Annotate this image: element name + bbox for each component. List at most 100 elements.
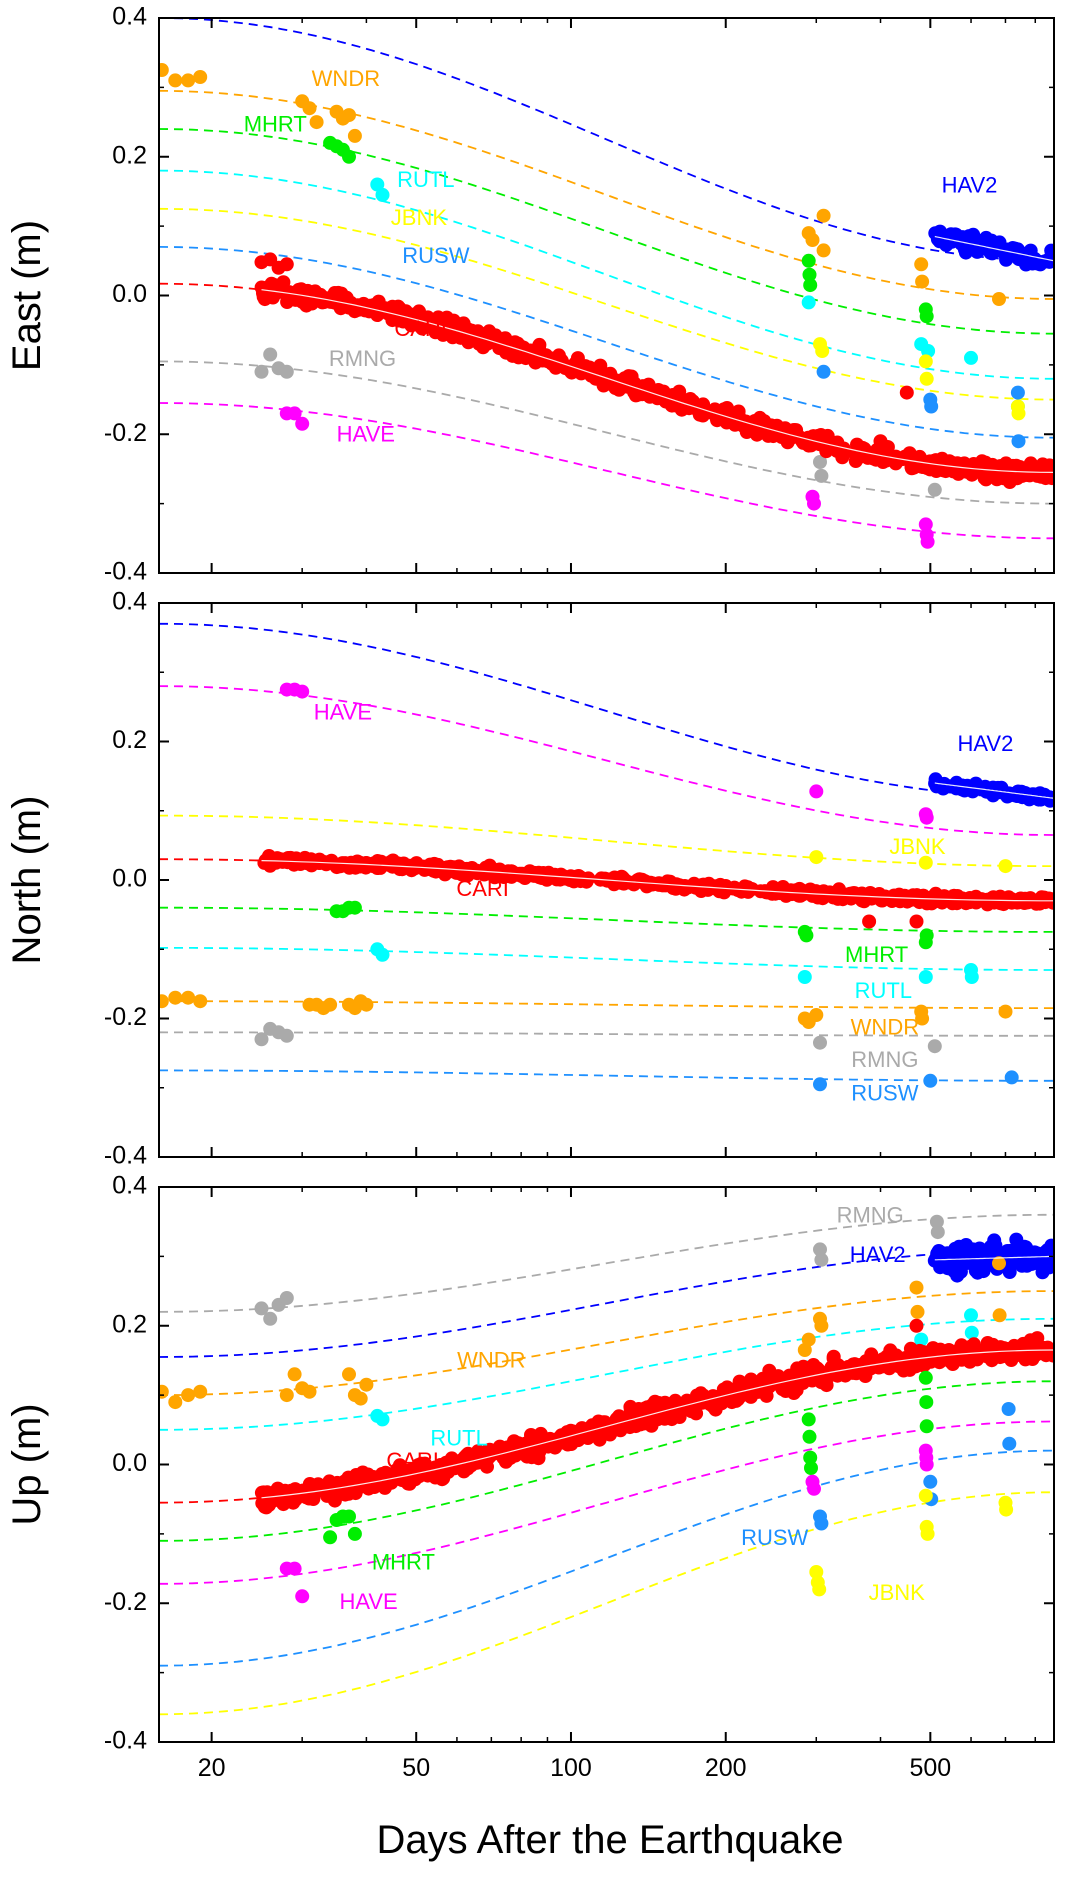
fit-trace-cari	[261, 860, 1054, 902]
data-point-cari	[514, 867, 529, 882]
data-point-rutl	[370, 177, 385, 192]
data-point-cari	[288, 1492, 303, 1507]
data-point-hav2	[1025, 787, 1040, 802]
data-point-cari	[398, 304, 413, 319]
data-point-wndr	[801, 1332, 816, 1347]
series-jbnk	[813, 337, 1026, 421]
data-point-cari	[1006, 465, 1021, 480]
data-point-wndr	[181, 1388, 196, 1403]
data-point-cari	[445, 330, 460, 345]
data-point-mhrt	[802, 267, 817, 282]
data-point-rutl	[375, 1412, 390, 1427]
model-curve-hav2	[159, 18, 1054, 262]
data-point-wndr	[302, 1384, 317, 1399]
data-point-cari	[279, 257, 294, 272]
data-point-hav2	[980, 1249, 995, 1264]
data-point-have	[287, 1561, 302, 1576]
station-label-rmng: RMNG	[837, 1203, 904, 1228]
model-curve-rmng	[159, 1213, 1054, 1313]
data-point-cari	[575, 364, 590, 378]
data-point-cari	[508, 335, 522, 350]
data-point-cari	[909, 914, 924, 929]
x-tick-label: 200	[705, 1754, 747, 1782]
data-point-rutl	[964, 970, 979, 984]
data-point-cari	[596, 1422, 611, 1437]
data-point-have	[807, 496, 821, 511]
data-point-cari	[780, 435, 795, 450]
data-point-wndr	[914, 257, 929, 272]
data-point-jbnk	[812, 1582, 827, 1597]
data-point-mhrt	[799, 928, 814, 943]
data-point-cari	[822, 885, 837, 900]
data-point-have	[807, 1481, 821, 1496]
data-point-cari	[778, 421, 793, 436]
data-point-have	[295, 684, 310, 699]
data-point-have	[287, 406, 302, 421]
data-point-cari	[602, 368, 617, 383]
data-point-wndr	[181, 73, 196, 88]
data-point-cari	[829, 1357, 844, 1372]
data-point-hav2	[956, 1257, 971, 1272]
data-point-cari	[506, 346, 521, 361]
model-curve-rusw	[159, 1449, 1054, 1667]
data-point-rutl	[801, 295, 816, 310]
data-point-cari	[919, 458, 934, 473]
data-point-mhrt	[804, 1461, 818, 1475]
data-point-cari	[468, 331, 483, 346]
data-point-rutl	[964, 350, 978, 365]
series-rusw	[816, 364, 1026, 449]
data-point-wndr	[910, 1304, 925, 1319]
data-point-rmng	[279, 1291, 294, 1305]
data-point-cari	[485, 861, 500, 876]
data-point-wndr	[279, 1388, 294, 1403]
data-point-mhrt	[802, 1429, 817, 1444]
data-point-rmng	[929, 1214, 944, 1229]
data-point-rmng	[254, 1301, 269, 1316]
data-point-cari	[959, 464, 974, 479]
data-point-wndr	[287, 1367, 302, 1382]
data-point-rusw	[814, 1516, 829, 1531]
data-point-wndr	[342, 108, 356, 123]
data-point-cari	[843, 886, 858, 901]
data-point-cari	[336, 294, 351, 309]
data-point-rmng	[930, 1225, 945, 1240]
data-point-cari	[850, 437, 864, 452]
data-point-cari	[676, 398, 691, 413]
series-wndr	[159, 990, 1013, 1029]
data-point-jbnk	[998, 859, 1013, 874]
data-point-wndr	[168, 990, 183, 1005]
data-point-mhrt	[919, 1419, 934, 1434]
y-tick-label: 0.2	[112, 141, 147, 169]
data-point-rusw	[924, 399, 939, 414]
station-label-wndr: WNDR	[457, 1348, 525, 1373]
panel-north: HAVE HAV2 JBNK CARI MHRT RUTL WNDR RMNG RUSW 0.4 0…	[5, 588, 1055, 1170]
data-point-wndr	[181, 990, 196, 1005]
data-point-wndr	[342, 1367, 356, 1382]
data-point-mhrt	[919, 928, 934, 943]
data-point-have	[809, 784, 824, 799]
data-point-cari	[625, 1411, 640, 1426]
y-tick-label: 0.4	[112, 1172, 147, 1200]
series-rmng	[254, 1214, 945, 1326]
data-point-rusw	[813, 1077, 827, 1092]
y-tick-label: -0.2	[104, 419, 147, 447]
data-point-cari	[710, 413, 725, 428]
series-mhrt	[323, 135, 934, 324]
model-curve-hav2	[159, 622, 1054, 800]
y-tick-label: 0.4	[112, 3, 147, 31]
data-point-rmng	[813, 1242, 827, 1257]
model-curve-hav2	[159, 1248, 1054, 1358]
station-label-cari: CARI	[456, 876, 509, 901]
data-point-cari	[761, 428, 776, 443]
station-label-have: HAVE	[339, 1589, 397, 1614]
data-point-cari	[312, 852, 327, 867]
data-point-cari	[762, 1363, 777, 1378]
data-point-hav2	[1001, 786, 1016, 801]
data-point-jbnk	[809, 850, 824, 865]
x-tick-label: 50	[402, 1754, 430, 1782]
panels: WNDRMHRTRUTLJBNKRUSWCARIRMNGHAVEHAV20.40…	[5, 3, 1055, 1782]
data-point-cari	[947, 888, 961, 903]
y-tick-label: 0.4	[112, 588, 147, 616]
